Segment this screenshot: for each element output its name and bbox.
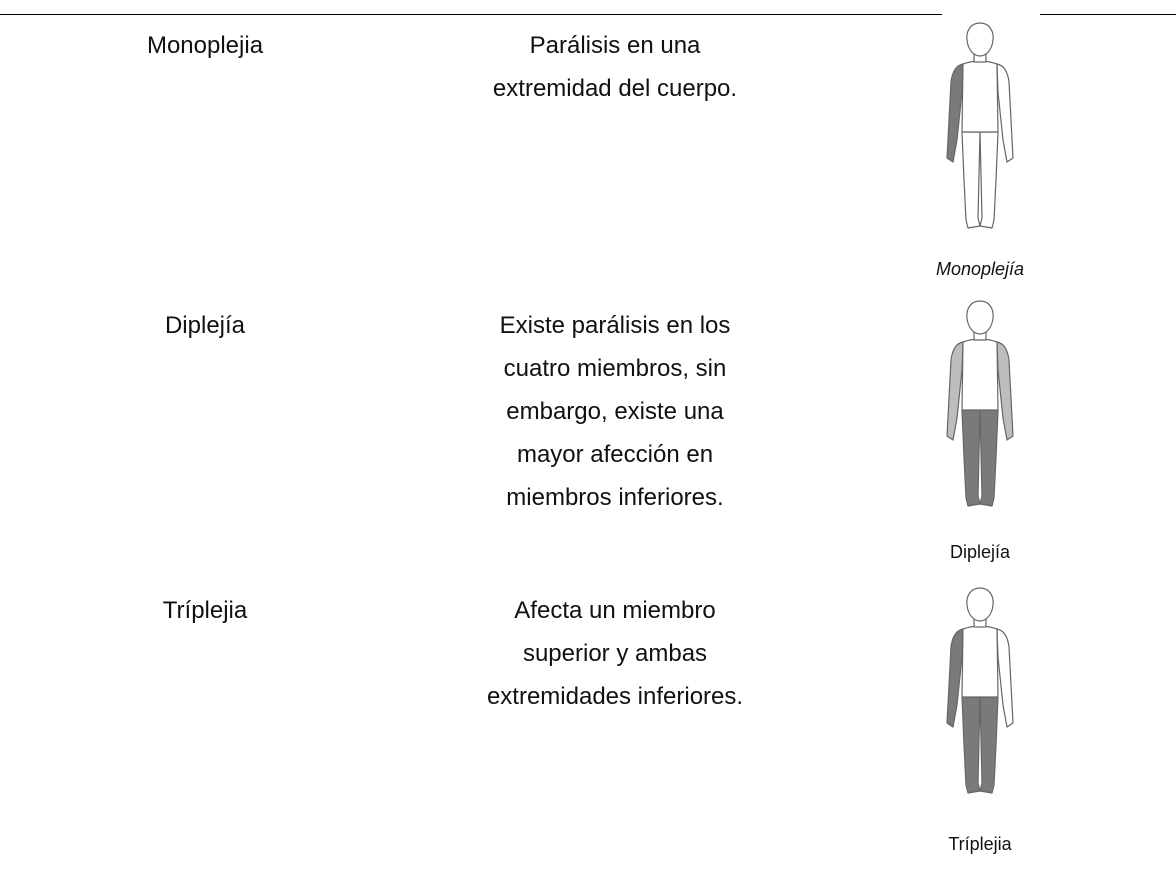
right-leg [979,131,999,229]
left-arm [946,628,964,728]
right-arm [996,63,1014,163]
row-description: mayor afección en [516,441,714,468]
body-figure [946,300,1014,507]
top-rule [0,14,942,15]
torso [961,625,999,698]
body-figure [946,22,1014,229]
body-figure [946,587,1014,794]
right-leg [979,696,999,794]
left-leg [961,409,981,507]
row-description: embargo, existe una [506,398,724,425]
right-leg [979,409,999,507]
left-leg [961,696,981,794]
figure-caption: Diplejía [949,542,1011,562]
row-term: Diplejía [164,312,246,339]
right-arm [996,628,1014,728]
torso [961,60,999,133]
head [966,587,994,622]
row-description: extremidad del cuerpo. [492,75,738,102]
left-leg [961,131,981,229]
row-description: extremidades inferiores. [486,683,744,710]
figure-caption: Tríplejia [948,834,1012,854]
row-description: miembros inferiores. [506,484,724,511]
row-term: Monoplejia [146,32,264,59]
row-description: superior y ambas [522,640,708,667]
head [966,22,994,57]
row-description: Afecta un miembro [514,597,716,624]
figure-caption: Monoplejía [935,259,1025,279]
right-arm [996,341,1014,441]
torso [961,338,999,411]
row-term: Tríplejia [162,597,248,624]
left-arm [946,341,964,441]
row-description: cuatro miembros, sin [503,355,727,382]
left-arm [946,63,964,163]
row-description: Existe parálisis en los [499,312,731,339]
row-description: Parálisis en una [529,32,701,59]
head [966,300,994,335]
top-rule [1040,14,1176,15]
